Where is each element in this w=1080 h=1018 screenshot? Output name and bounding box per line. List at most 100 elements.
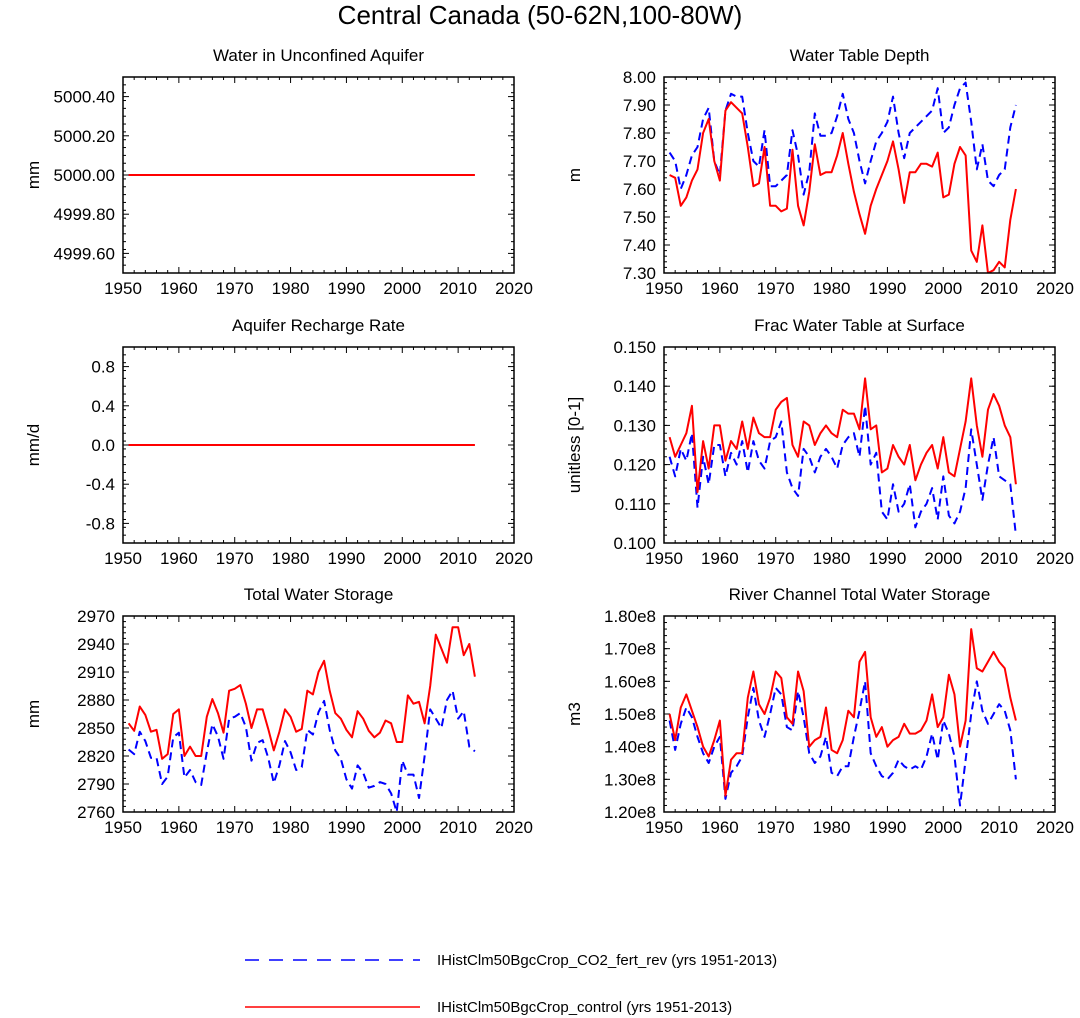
- y-tick-label: 1.60e8: [604, 672, 656, 691]
- y-tick-label: -0.4: [86, 475, 115, 494]
- x-tick-label: 1950: [104, 549, 142, 568]
- y-tick-label: 2850: [77, 719, 115, 738]
- x-tick-label: 1990: [328, 279, 366, 298]
- series-group: [668, 81, 1017, 273]
- y-tick-label: 0.150: [613, 338, 656, 357]
- x-tick-label: 1960: [701, 549, 739, 568]
- x-tick-label: 1990: [328, 549, 366, 568]
- figure-title: Central Canada (50-62N,100-80W): [338, 0, 743, 30]
- y-tick-label: 4999.60: [54, 244, 115, 263]
- x-tick-label: 1960: [160, 279, 198, 298]
- x-tick-label: 1960: [701, 818, 739, 837]
- x-tick-label: 1970: [216, 818, 254, 837]
- x-tick-label: 1950: [645, 279, 683, 298]
- y-axis-label: m: [565, 168, 584, 182]
- x-tick-label: 1990: [328, 818, 366, 837]
- x-tick-label: 2020: [495, 549, 533, 568]
- x-tick-label: 1990: [869, 549, 907, 568]
- x-tick-label: 2000: [383, 818, 421, 837]
- plot-frame: [122, 615, 515, 813]
- x-tick-label: 2000: [383, 279, 421, 298]
- y-tick-label: 2910: [77, 663, 115, 682]
- panel-title: Aquifer Recharge Rate: [232, 316, 405, 335]
- x-tick-label: 2010: [439, 818, 477, 837]
- x-tick-label: 1980: [272, 818, 310, 837]
- series-line-control: [668, 377, 1017, 494]
- panel-1: Water in Unconfined Aquifer mm 1950 1960 197…: [24, 46, 533, 298]
- y-tick-label: 2940: [77, 635, 115, 654]
- y-tick-label: 2970: [77, 607, 115, 626]
- y-tick-label: 2790: [77, 775, 115, 794]
- panel-title: Water in Unconfined Aquifer: [213, 46, 424, 65]
- x-tick-label: 1950: [104, 279, 142, 298]
- panel-3: Aquifer Recharge Rate mm/d 1950 1960 1970 198…: [24, 316, 533, 568]
- y-tick-label: 1.30e8: [604, 770, 656, 789]
- y-tick-label: 1.70e8: [604, 640, 656, 659]
- y-tick-label: 5000.00: [54, 166, 115, 185]
- x-tick-label: 1980: [272, 549, 310, 568]
- y-axis-label: m3: [565, 702, 584, 726]
- x-tick-label: 2020: [495, 279, 533, 298]
- panel-2: Water Table Depth m 1950 1960 1970 1980 1990 20…: [565, 46, 1074, 298]
- series-line-control: [668, 628, 1017, 797]
- y-tick-label: 1.80e8: [604, 607, 656, 626]
- x-tick-label: 1960: [160, 818, 198, 837]
- x-tick-label: 1950: [104, 818, 142, 837]
- x-tick-label: 1970: [757, 279, 795, 298]
- panel-title: River Channel Total Water Storage: [729, 585, 991, 604]
- y-axis-label: mm: [24, 700, 43, 728]
- y-tick-label: 7.70: [623, 152, 656, 171]
- y-tick-label: 1.50e8: [604, 705, 656, 724]
- plot-frame: [663, 76, 1056, 274]
- plot-frame: [122, 346, 515, 544]
- x-tick-label: 2010: [980, 818, 1018, 837]
- series-line-co2-fert-rev: [668, 81, 1017, 196]
- y-tick-label: 1.40e8: [604, 738, 656, 757]
- series-line-control: [127, 626, 476, 760]
- y-tick-label: 0.120: [613, 456, 656, 475]
- x-tick-label: 2020: [1036, 549, 1074, 568]
- y-tick-label: 2880: [77, 691, 115, 710]
- x-tick-label: 2010: [980, 549, 1018, 568]
- series-line-co2-fert-rev: [668, 680, 1017, 807]
- panel-title: Frac Water Table at Surface: [754, 316, 965, 335]
- plot-frame: [122, 76, 515, 274]
- y-tick-label: 7.90: [623, 96, 656, 115]
- y-axis-label: mm: [24, 161, 43, 189]
- x-tick-label: 1960: [701, 279, 739, 298]
- x-tick-label: 1950: [645, 818, 683, 837]
- x-tick-label: 1970: [757, 818, 795, 837]
- x-tick-label: 2000: [383, 549, 421, 568]
- series-line-control: [669, 101, 1017, 273]
- x-tick-label: 1980: [813, 818, 851, 837]
- y-tick-label: 7.60: [623, 180, 656, 199]
- y-tick-label: 1.20e8: [604, 803, 656, 822]
- legend: IHistClm50BgcCrop_CO2_fert_rev (yrs 1951…: [245, 952, 777, 1016]
- panel-5: Total Water Storage mm 1950 1960 1970 1980 199…: [24, 585, 533, 837]
- panel-title: Total Water Storage: [244, 585, 394, 604]
- x-tick-label: 1980: [813, 279, 851, 298]
- x-tick-label: 2020: [1036, 279, 1074, 298]
- y-tick-label: 8.00: [623, 68, 656, 87]
- y-tick-label: 7.40: [623, 236, 656, 255]
- x-tick-label: 1970: [216, 549, 254, 568]
- legend-label: IHistClm50BgcCrop_CO2_fert_rev (yrs 1951…: [437, 952, 777, 969]
- x-tick-label: 2010: [439, 279, 477, 298]
- x-tick-label: 2000: [924, 818, 962, 837]
- series-group: [127, 626, 476, 812]
- x-tick-label: 2020: [1036, 818, 1074, 837]
- y-tick-label: 7.50: [623, 208, 656, 227]
- plot-frame: [663, 346, 1056, 544]
- y-tick-label: -0.8: [86, 514, 115, 533]
- plot-frame: [663, 615, 1056, 813]
- y-tick-label: 7.80: [623, 124, 656, 143]
- y-axis-label: unitless [0-1]: [565, 397, 584, 493]
- panels: Water in Unconfined Aquifer mm 1950 1960 197…: [24, 46, 1074, 837]
- y-tick-label: 0.140: [613, 377, 656, 396]
- y-axis-label: mm/d: [24, 424, 43, 467]
- x-tick-label: 1960: [160, 549, 198, 568]
- series-line-co2-fert-rev: [127, 689, 476, 812]
- series-line-co2-fert-rev: [668, 404, 1017, 536]
- y-tick-label: 0.4: [91, 397, 115, 416]
